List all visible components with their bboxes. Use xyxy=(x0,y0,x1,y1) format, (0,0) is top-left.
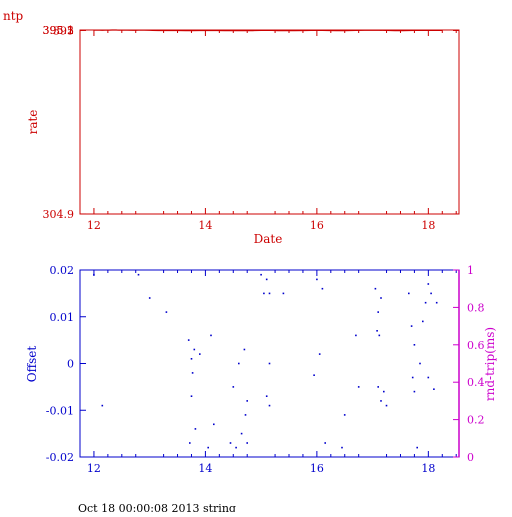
offset-point xyxy=(383,390,385,393)
offset-point xyxy=(435,301,438,304)
offset-point xyxy=(165,311,168,313)
offset-point xyxy=(313,374,315,376)
offset-point xyxy=(194,428,197,430)
rate-x-tick-label: 12 xyxy=(87,219,101,232)
offset-point xyxy=(343,414,346,416)
rndtrip-y-tick-label: 0.6 xyxy=(467,339,485,352)
rate-y-axis-label: rate xyxy=(26,110,40,135)
rate-y-tick-label: 395.2 xyxy=(43,24,75,37)
offset-y-tick-label: 0 xyxy=(67,358,74,371)
offset-point xyxy=(422,320,424,323)
footer-timestamp: Oct 18 00:00:08 2013 string xyxy=(78,502,236,512)
offset-point xyxy=(380,400,382,402)
offset-point xyxy=(148,297,151,299)
rate-y-tick-label: 395.1 xyxy=(43,24,75,37)
offset-point xyxy=(411,376,414,379)
offset-point xyxy=(265,278,268,281)
rndtrip-y-tick-label: 0.8 xyxy=(467,301,485,314)
offset-point xyxy=(376,330,378,332)
offset-point xyxy=(137,273,140,276)
offset-point xyxy=(282,292,285,295)
offset-point xyxy=(213,423,215,426)
offset-point xyxy=(246,442,248,444)
offset-point xyxy=(210,334,212,337)
offset-point xyxy=(378,334,381,337)
offset-point xyxy=(433,388,435,390)
rate-y-tick-label: 395 xyxy=(53,24,74,37)
rndtrip-y-tick-label: 0.4 xyxy=(467,376,485,389)
offset-point xyxy=(265,395,268,397)
offset-point xyxy=(238,362,240,365)
offset-point xyxy=(93,273,95,276)
offset-y-tick-label: -0.01 xyxy=(46,404,74,417)
offset-point xyxy=(321,287,324,290)
offset-point xyxy=(357,386,360,388)
offset-point xyxy=(410,325,413,327)
offset-point xyxy=(427,376,430,379)
offset-point xyxy=(318,353,321,355)
offset-y-axis-label: Offset xyxy=(25,346,39,383)
offset-point xyxy=(408,292,410,295)
offset-point xyxy=(430,292,432,295)
offset-x-tick-label: 14 xyxy=(198,462,212,475)
offset-point xyxy=(240,432,243,435)
rate-x-tick-label: 16 xyxy=(310,219,324,232)
offset-point xyxy=(187,339,190,341)
offset-point xyxy=(244,414,247,416)
offset-point xyxy=(385,404,388,407)
offset-point xyxy=(341,446,343,449)
offset-point xyxy=(268,404,271,407)
offset-point xyxy=(263,292,265,295)
offset-point xyxy=(316,278,318,281)
rndtrip-y-tick-label: 0.2 xyxy=(467,414,485,427)
offset-y-tick-label: -0.02 xyxy=(46,451,74,464)
offset-point xyxy=(260,273,262,276)
rate-series-line xyxy=(93,29,443,32)
offset-x-tick-label: 16 xyxy=(310,462,324,475)
offset-point xyxy=(355,334,357,337)
offset-point xyxy=(189,442,191,444)
offset-y-tick-label: 0.01 xyxy=(50,311,75,324)
offset-y-tick-label: 0.02 xyxy=(50,264,75,277)
offset-point xyxy=(235,446,237,449)
offset-point xyxy=(419,362,421,365)
offset-point xyxy=(413,344,416,346)
offset-point xyxy=(191,372,194,374)
rndtrip-y-tick-label: 0 xyxy=(467,451,474,464)
rate-x-tick-label: 14 xyxy=(198,219,212,232)
offset-point xyxy=(207,446,209,449)
rate-x-tick-label: 18 xyxy=(421,219,435,232)
offset-point xyxy=(243,348,246,351)
offset-point xyxy=(232,386,235,388)
rndtrip-y-axis-label: rnd-trip(ms) xyxy=(483,327,497,401)
offset-point xyxy=(424,301,427,304)
offset-point xyxy=(374,287,377,290)
offset-x-tick-label: 18 xyxy=(421,462,435,475)
offset-point xyxy=(190,395,193,397)
offset-point xyxy=(268,362,271,365)
rndtrip-y-tick-label: 1 xyxy=(467,264,474,277)
rate-x-axis-label: Date xyxy=(254,232,283,246)
offset-point xyxy=(416,446,418,449)
offset-point xyxy=(246,400,248,402)
offset-point xyxy=(324,442,326,444)
page-label: ntp xyxy=(3,9,24,23)
rate-plot-frame xyxy=(79,29,460,215)
offset-point xyxy=(268,292,271,295)
offset-point xyxy=(413,390,416,393)
offset-point xyxy=(199,353,201,355)
offset-point xyxy=(427,283,430,285)
offset-point xyxy=(377,386,379,388)
offset-x-tick-label: 12 xyxy=(87,462,101,475)
offset-point xyxy=(229,442,232,444)
offset-point xyxy=(377,311,379,313)
offset-point xyxy=(101,404,104,407)
offset-point xyxy=(380,297,382,299)
offset-point xyxy=(193,348,196,351)
rate-y-tick-label: 304.9 xyxy=(43,208,75,221)
offset-point xyxy=(190,358,193,360)
